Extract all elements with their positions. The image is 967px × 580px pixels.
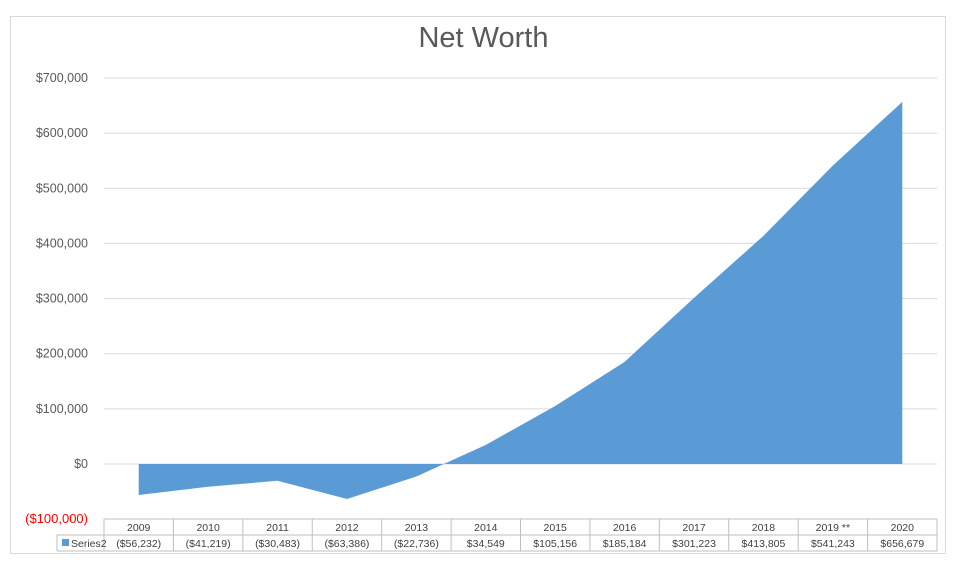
x-category-label: 2009 [127, 522, 151, 534]
data-label: $413,805 [742, 538, 786, 550]
data-label: ($63,386) [324, 538, 369, 550]
data-label: $301,223 [672, 538, 716, 550]
x-category-label: 2018 [752, 522, 776, 534]
x-category-label: 2016 [613, 522, 637, 534]
x-category-label: 2019 ** [816, 522, 850, 534]
legend-swatch [62, 539, 69, 546]
x-category-label: 2011 [266, 522, 289, 534]
y-tick-label: $600,000 [36, 126, 88, 140]
data-label: $656,679 [880, 538, 924, 550]
data-label: $541,243 [811, 538, 855, 550]
data-label: $105,156 [533, 538, 577, 550]
data-label: $34,549 [467, 538, 505, 550]
y-tick-label: $500,000 [36, 181, 88, 195]
x-category-label: 2010 [196, 522, 220, 534]
x-category-label: 2020 [891, 522, 915, 534]
x-category-label: 2013 [405, 522, 429, 534]
x-category-label: 2015 [544, 522, 568, 534]
y-tick-label: $700,000 [36, 71, 88, 85]
x-category-label: 2017 [682, 522, 706, 534]
data-label: ($56,232) [116, 538, 161, 550]
x-category-label: 2014 [474, 522, 498, 534]
data-label: ($22,736) [394, 538, 439, 550]
x-category-label: 2012 [335, 522, 359, 534]
y-tick-label: $100,000 [36, 402, 88, 416]
y-tick-label: $300,000 [36, 292, 88, 306]
y-tick-label: $400,000 [36, 236, 88, 250]
y-axis-ticks: ($100,000) $0 $100,000 $200,000 $300,000 $400… [25, 71, 88, 526]
legend-series-name: Series2 [71, 538, 107, 550]
data-label: $185,184 [603, 538, 647, 550]
y-tick-label: $200,000 [36, 347, 88, 361]
y-tick-label: ($100,000) [25, 511, 88, 526]
y-tick-label: $0 [74, 457, 88, 471]
series-area [138, 101, 903, 500]
data-label: ($41,219) [186, 538, 231, 550]
chart-title: Net Worth [418, 22, 549, 54]
data-label: ($30,483) [255, 538, 300, 550]
data-table: 2009 ($56,232) 2010 ($41,219) 2011 ($30,483) 2… [56, 518, 938, 552]
